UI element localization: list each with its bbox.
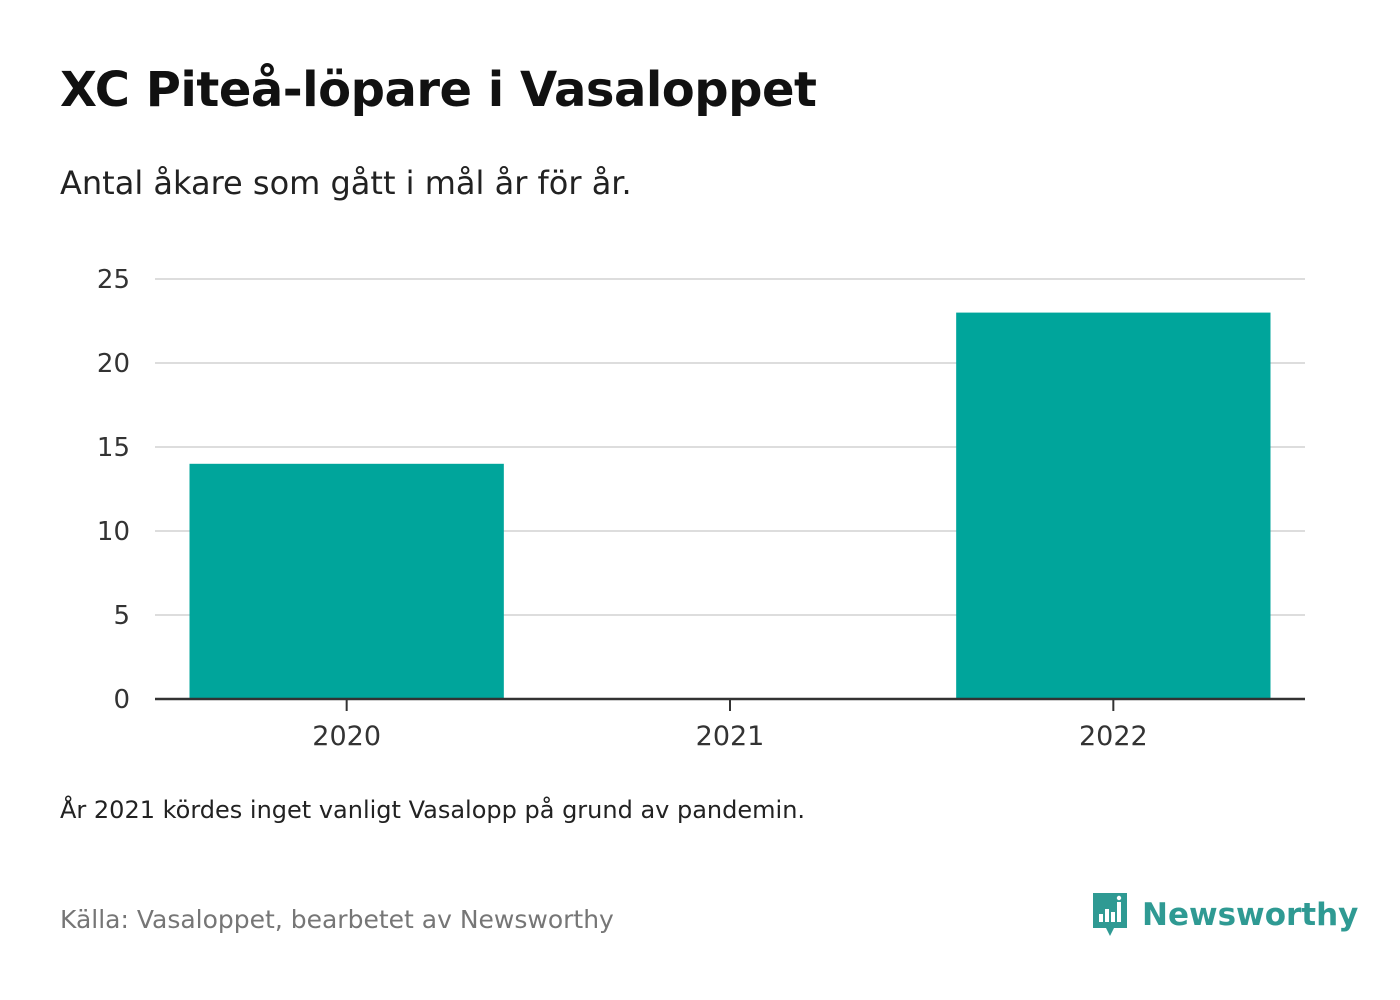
x-tick-label: 2020 [312,721,381,752]
bar-2022 [956,312,1271,699]
y-tick-label: 10 [97,517,130,547]
chart-note: År 2021 kördes inget vanligt Vasalopp på… [60,796,806,824]
chart-title: XC Piteå-löpare i Vasaloppet [60,62,817,118]
newsworthy-logo-icon [1093,893,1127,936]
y-tick-label: 5 [113,601,130,631]
brand-name: Newsworthy [1142,897,1359,933]
x-tick-label: 2022 [1079,721,1148,752]
y-tick-label: 15 [97,433,130,463]
x-tick-label: 2021 [696,721,765,752]
y-tick-label: 25 [97,265,130,295]
chart-subtitle: Antal åkare som gått i mål år för år. [60,164,632,202]
brand-logo[interactable]: Newsworthy [1090,890,1358,940]
y-tick-label: 0 [113,685,130,715]
bar-2020 [189,463,504,699]
y-tick-label: 20 [97,349,130,379]
source-text: Källa: Vasaloppet, bearbetet av Newswort… [60,905,614,934]
